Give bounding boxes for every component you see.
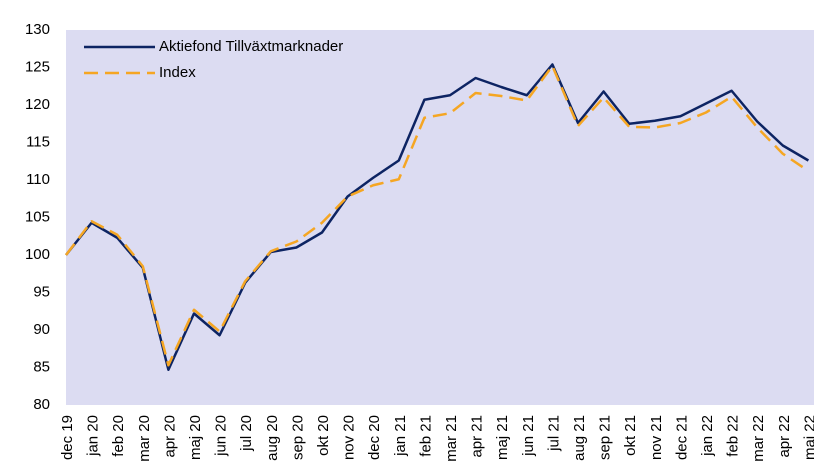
plot-area: [66, 30, 814, 405]
x-tick-label: sep 21: [597, 415, 614, 460]
line-series: [65, 64, 810, 367]
x-tick-label: jul 21: [545, 415, 562, 452]
x-tick-label: nov 21: [648, 415, 665, 460]
x-tick-label: jun 20: [213, 415, 230, 457]
y-tick-label: 95: [33, 283, 50, 300]
x-tick-label: maj 22: [801, 415, 814, 460]
y-tick-label: 100: [25, 246, 50, 263]
y-tick-label: 115: [26, 133, 50, 150]
x-tick-label: jan 20: [85, 415, 102, 457]
x-tick-label: jul 20: [238, 415, 255, 452]
x-tick-label: mar 22: [750, 415, 767, 462]
x-tick-label: feb 20: [110, 415, 127, 457]
x-tick-label: jan 22: [699, 415, 716, 457]
x-tick-label: aug 20: [264, 415, 281, 461]
x-tick-label: dec 19: [59, 415, 76, 460]
y-tick-label: 110: [26, 171, 50, 188]
y-tick-label: 125: [25, 58, 50, 75]
x-tick-label: feb 21: [417, 415, 434, 457]
x-tick-label: mar 20: [136, 415, 153, 462]
x-tick-label: dec 21: [673, 415, 690, 460]
legend-label: Index: [159, 64, 196, 81]
x-tick-label: okt 20: [315, 415, 332, 456]
x-tick-label: dec 20: [366, 415, 383, 460]
y-tick-label: 105: [25, 208, 50, 225]
y-tick-label: 90: [33, 321, 50, 338]
y-tick-label: 120: [25, 96, 50, 113]
x-tick-label: jan 21: [392, 415, 409, 457]
x-tick-label: nov 20: [341, 415, 358, 460]
x-tick-label: apr 22: [776, 415, 793, 458]
x-tick-label: aug 21: [571, 415, 588, 461]
x-tick-label: maj 20: [187, 415, 204, 460]
x-tick-label: feb 22: [725, 415, 742, 457]
y-tick-label: 130: [25, 21, 50, 38]
x-tick-label: sep 20: [289, 415, 306, 460]
x-tick-label: okt 21: [622, 415, 639, 456]
y-tick-label: 85: [33, 358, 50, 375]
x-tick-label: maj 21: [494, 415, 511, 460]
y-tick-label: 80: [33, 396, 50, 413]
legend-label: Aktiefond Tillväxtmarknader: [159, 38, 343, 55]
x-tick-label: apr 21: [469, 415, 486, 458]
x-tick-label: mar 21: [443, 415, 460, 462]
line-series: [65, 63, 810, 371]
x-tick-label: apr 20: [161, 415, 178, 458]
x-tick-label: jun 21: [520, 415, 537, 457]
